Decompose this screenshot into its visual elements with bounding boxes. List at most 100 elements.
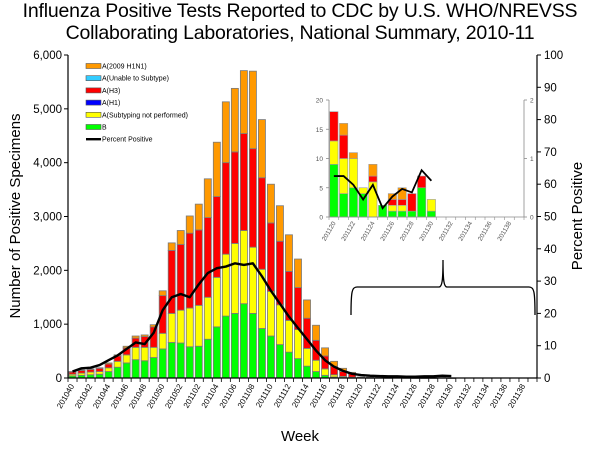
y-tick-label: 2,000: [33, 265, 62, 277]
inset-bar-b-201121: [339, 193, 349, 218]
bar-a-subtyping-not-performed-201112: [285, 319, 293, 353]
bar-a-subtyping-not-performed-201106: [230, 243, 239, 314]
inset-x-tick-label: 201136: [477, 220, 494, 242]
y-tick-label: 5,000: [33, 104, 62, 116]
y2-tick-label: 40: [544, 244, 557, 256]
inset-bar-a-2009-h1n1-201121: [339, 123, 349, 136]
bar-a-subtyping-not-performed-201105: [221, 253, 230, 317]
bar-b-201103: [203, 338, 212, 379]
inset-bar-a-h3-201124: [368, 175, 378, 183]
bar-a-subtyping-not-performed-201115: [312, 359, 320, 372]
bar-a-2009-h1n1-201104: [212, 141, 221, 197]
bar-a-subtyping-not-performed-201044: [104, 367, 113, 372]
bar-a-subtyping-not-performed-201114: [303, 347, 311, 367]
bar-a-subtyping-not-performed-201102: [194, 304, 203, 347]
bar-a-subtyping-not-performed-201048: [140, 346, 149, 362]
bar-a-subtyping-not-performed-201042: [86, 371, 95, 376]
bar-a-h3-201110: [267, 222, 275, 292]
legend-label-percent-positive: Percent Positive: [102, 137, 153, 144]
bar-a-h3-201052: [176, 244, 185, 311]
bar-a-subtyping-not-performed-201107: [239, 230, 248, 305]
inset-x-tick-label: 201126: [379, 220, 396, 242]
inset-bar-b-201128: [407, 210, 417, 218]
bar-a-subtyping-not-performed-201051: [167, 312, 176, 343]
legend-swatch-a-2009-h1n1: [85, 63, 102, 69]
bar-a-2009-h1n1-201114: [303, 299, 311, 319]
inset-bar-a-h3-201128: [407, 193, 417, 212]
bar-a-subtyping-not-performed-201047: [131, 346, 140, 361]
y2-axis-title: Percent Positive: [569, 162, 586, 270]
bar-a-subtyping-not-performed-201116: [321, 368, 329, 376]
bar-a-subtyping-not-performed-201050: [158, 332, 167, 350]
bar-a-2009-h1n1-201051: [167, 242, 176, 251]
bar-a-subtyping-not-performed-201043: [95, 371, 104, 375]
legend-label-a-unable-to-subtype: A(Unable to Subtype): [102, 76, 169, 83]
bar-a-h3-201042: [86, 368, 95, 373]
inset-bar-b-201127: [397, 210, 407, 218]
bar-a-h3-201051: [167, 250, 176, 314]
inset-bar-a-subtyping-not-performed-201126: [387, 205, 397, 212]
legend: A(2009 H1N1) A(Unable to Subtype) A(H3) A(H…: [85, 63, 188, 144]
y-tick-label: 4,000: [33, 158, 62, 170]
bar-b-201051: [167, 342, 176, 379]
y2-tick-label: 70: [544, 147, 557, 159]
chart-title-line-2: Collaborating Laboratories, National Sum…: [65, 22, 535, 44]
bar-a-2009-h1n1-201107: [239, 70, 248, 134]
x-axis-title: Week: [281, 428, 320, 445]
bar-a-subtyping-not-performed-201052: [176, 309, 185, 344]
inset-bar-b-201129: [417, 187, 427, 218]
inset-y2-tick-label: 2: [530, 98, 534, 105]
inset-x-tick-label: 201130: [418, 220, 435, 242]
inset-bar-b-201122: [348, 187, 358, 218]
y2-tick-label: 10: [544, 341, 557, 353]
bar-a-2009-h1n1-201106: [230, 87, 239, 153]
y2-tick-label: 20: [544, 308, 557, 320]
inset-y2-tick-label: 1: [530, 156, 534, 163]
legend-label-a-h1: A(H1): [102, 100, 120, 107]
bar-b-201045: [113, 366, 122, 379]
inset-x-tick-label: 201120: [321, 220, 338, 242]
bar-a-subtyping-not-performed-201049: [149, 346, 158, 358]
chart-title: Influenza Positive Tests Reported to CDC…: [0, 0, 600, 44]
inset-x-tick-label: 201122: [340, 220, 357, 242]
inset-x-tick-label: 201138: [496, 220, 513, 242]
inset-bar-a-subtyping-not-performed-201124: [368, 181, 378, 218]
legend-label-b: B: [102, 125, 107, 132]
inset-x-tick-label: 201124: [360, 220, 377, 242]
inset-x-tick-label: 201128: [399, 220, 416, 242]
bar-b-201114: [303, 365, 311, 379]
bar-a-2009-h1n1-201111: [276, 205, 284, 242]
bar-a-h3-201108: [248, 148, 257, 248]
bar-b-201052: [176, 342, 185, 379]
bar-b-201044: [104, 371, 113, 379]
bar-a-2009-h1n1-201102: [194, 203, 203, 231]
inset-bar-a-h3-201121: [339, 134, 349, 159]
bar-b-201107: [239, 303, 248, 379]
bar-b-201104: [212, 326, 221, 379]
bar-a-2009-h1n1-201040: [68, 371, 77, 373]
bar-a-2009-h1n1-201101: [185, 215, 194, 234]
legend-label-a-h3: A(H3): [102, 88, 120, 95]
line-percent-positive: [72, 262, 452, 378]
inset-bar-a-subtyping-not-performed-201127: [397, 205, 407, 212]
bar-b-201109: [257, 328, 266, 379]
y2-tick-label: 100: [544, 50, 563, 62]
bar-b-201105: [221, 315, 230, 379]
legend-swatch-a-h3: [85, 87, 102, 94]
main-bars: [68, 70, 456, 379]
inset-bar-a-2009-h1n1-201124: [368, 164, 378, 177]
inset-y-tick-label: 0: [319, 215, 323, 222]
inset-bar-b-201120: [329, 164, 339, 218]
bar-a-subtyping-not-performed-201113: [294, 329, 302, 360]
bar-a-h3-201104: [212, 196, 221, 278]
y-tick-label: 6,000: [33, 50, 62, 62]
y2-tick-label: 90: [544, 82, 557, 94]
inset-y-tick-label: 15: [316, 127, 324, 134]
bar-b-201046: [122, 362, 131, 379]
bar-a-subtyping-not-performed-201103: [203, 296, 212, 340]
percent-positive-line: [72, 262, 452, 378]
bar-a-subtyping-not-performed-201110: [267, 290, 275, 337]
bar-a-h3-201044: [104, 363, 113, 369]
bar-a-2009-h1n1-201115: [312, 324, 320, 341]
y2-tick-label: 0: [544, 373, 550, 385]
